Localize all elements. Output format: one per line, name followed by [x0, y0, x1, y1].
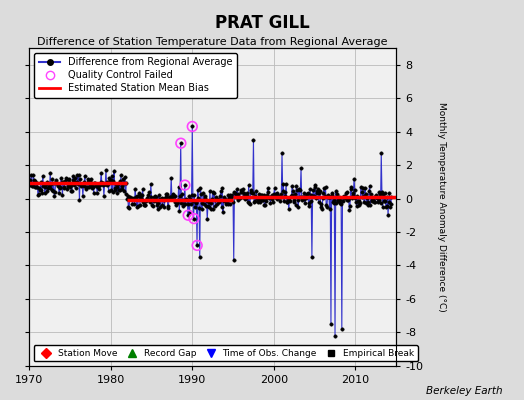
Point: [193, 242, 201, 248]
Point: [181, 182, 189, 188]
Point: [177, 140, 185, 146]
Title: Difference of Station Temperature Data from Regional Average: Difference of Station Temperature Data f…: [37, 37, 388, 47]
Point: [327, 349, 335, 356]
Point: [229, 349, 237, 356]
Point: [337, 349, 346, 356]
Legend: Station Move, Record Gap, Time of Obs. Change, Empirical Break: Station Move, Record Gap, Time of Obs. C…: [34, 345, 418, 362]
Text: PRAT GILL: PRAT GILL: [215, 14, 309, 32]
Point: [184, 212, 192, 218]
Text: Berkeley Earth: Berkeley Earth: [427, 386, 503, 396]
Point: [188, 123, 196, 130]
Point: [331, 349, 339, 356]
Point: [123, 349, 131, 356]
Point: [190, 215, 198, 222]
Y-axis label: Monthly Temperature Anomaly Difference (°C): Monthly Temperature Anomaly Difference (…: [437, 102, 446, 312]
